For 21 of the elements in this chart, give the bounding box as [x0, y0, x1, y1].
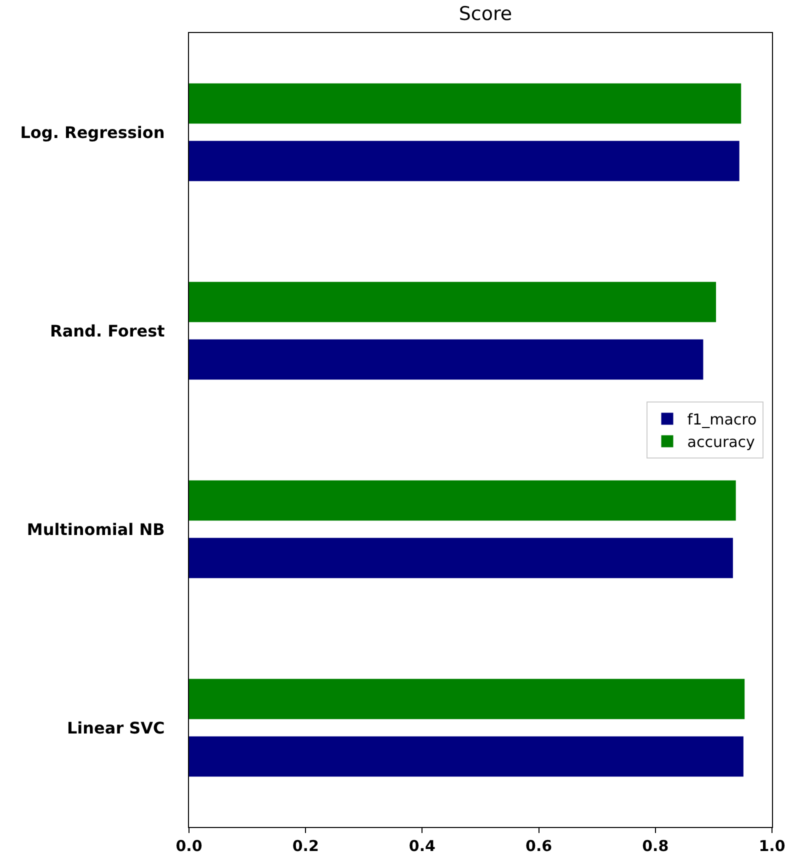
- y-tick-label: Log. Regression: [20, 122, 165, 142]
- y-tick-label: Linear SVC: [66, 718, 165, 738]
- y-tick-label: Rand. Forest: [50, 321, 166, 340]
- bar: [189, 83, 742, 124]
- bar: [189, 282, 716, 322]
- x-tick-label: 1.0: [758, 837, 786, 855]
- bar: [189, 538, 733, 578]
- bar: [189, 480, 736, 521]
- x-tick-label: 0.6: [526, 837, 552, 855]
- x-tick-label: 0.0: [176, 837, 202, 855]
- x-tick-label: 0.2: [292, 837, 319, 855]
- x-tick-label: 0.4: [408, 837, 436, 855]
- bar: [189, 140, 740, 182]
- chart-title: Score: [458, 3, 512, 26]
- legend-label: accuracy: [687, 433, 756, 452]
- bar: [189, 339, 704, 380]
- x-tick-label: 0.8: [642, 837, 669, 855]
- y-tick-label: Multinomial NB: [26, 520, 165, 539]
- bar: [189, 678, 745, 720]
- legend-label: f1_macro: [687, 410, 757, 429]
- bar: [189, 736, 744, 777]
